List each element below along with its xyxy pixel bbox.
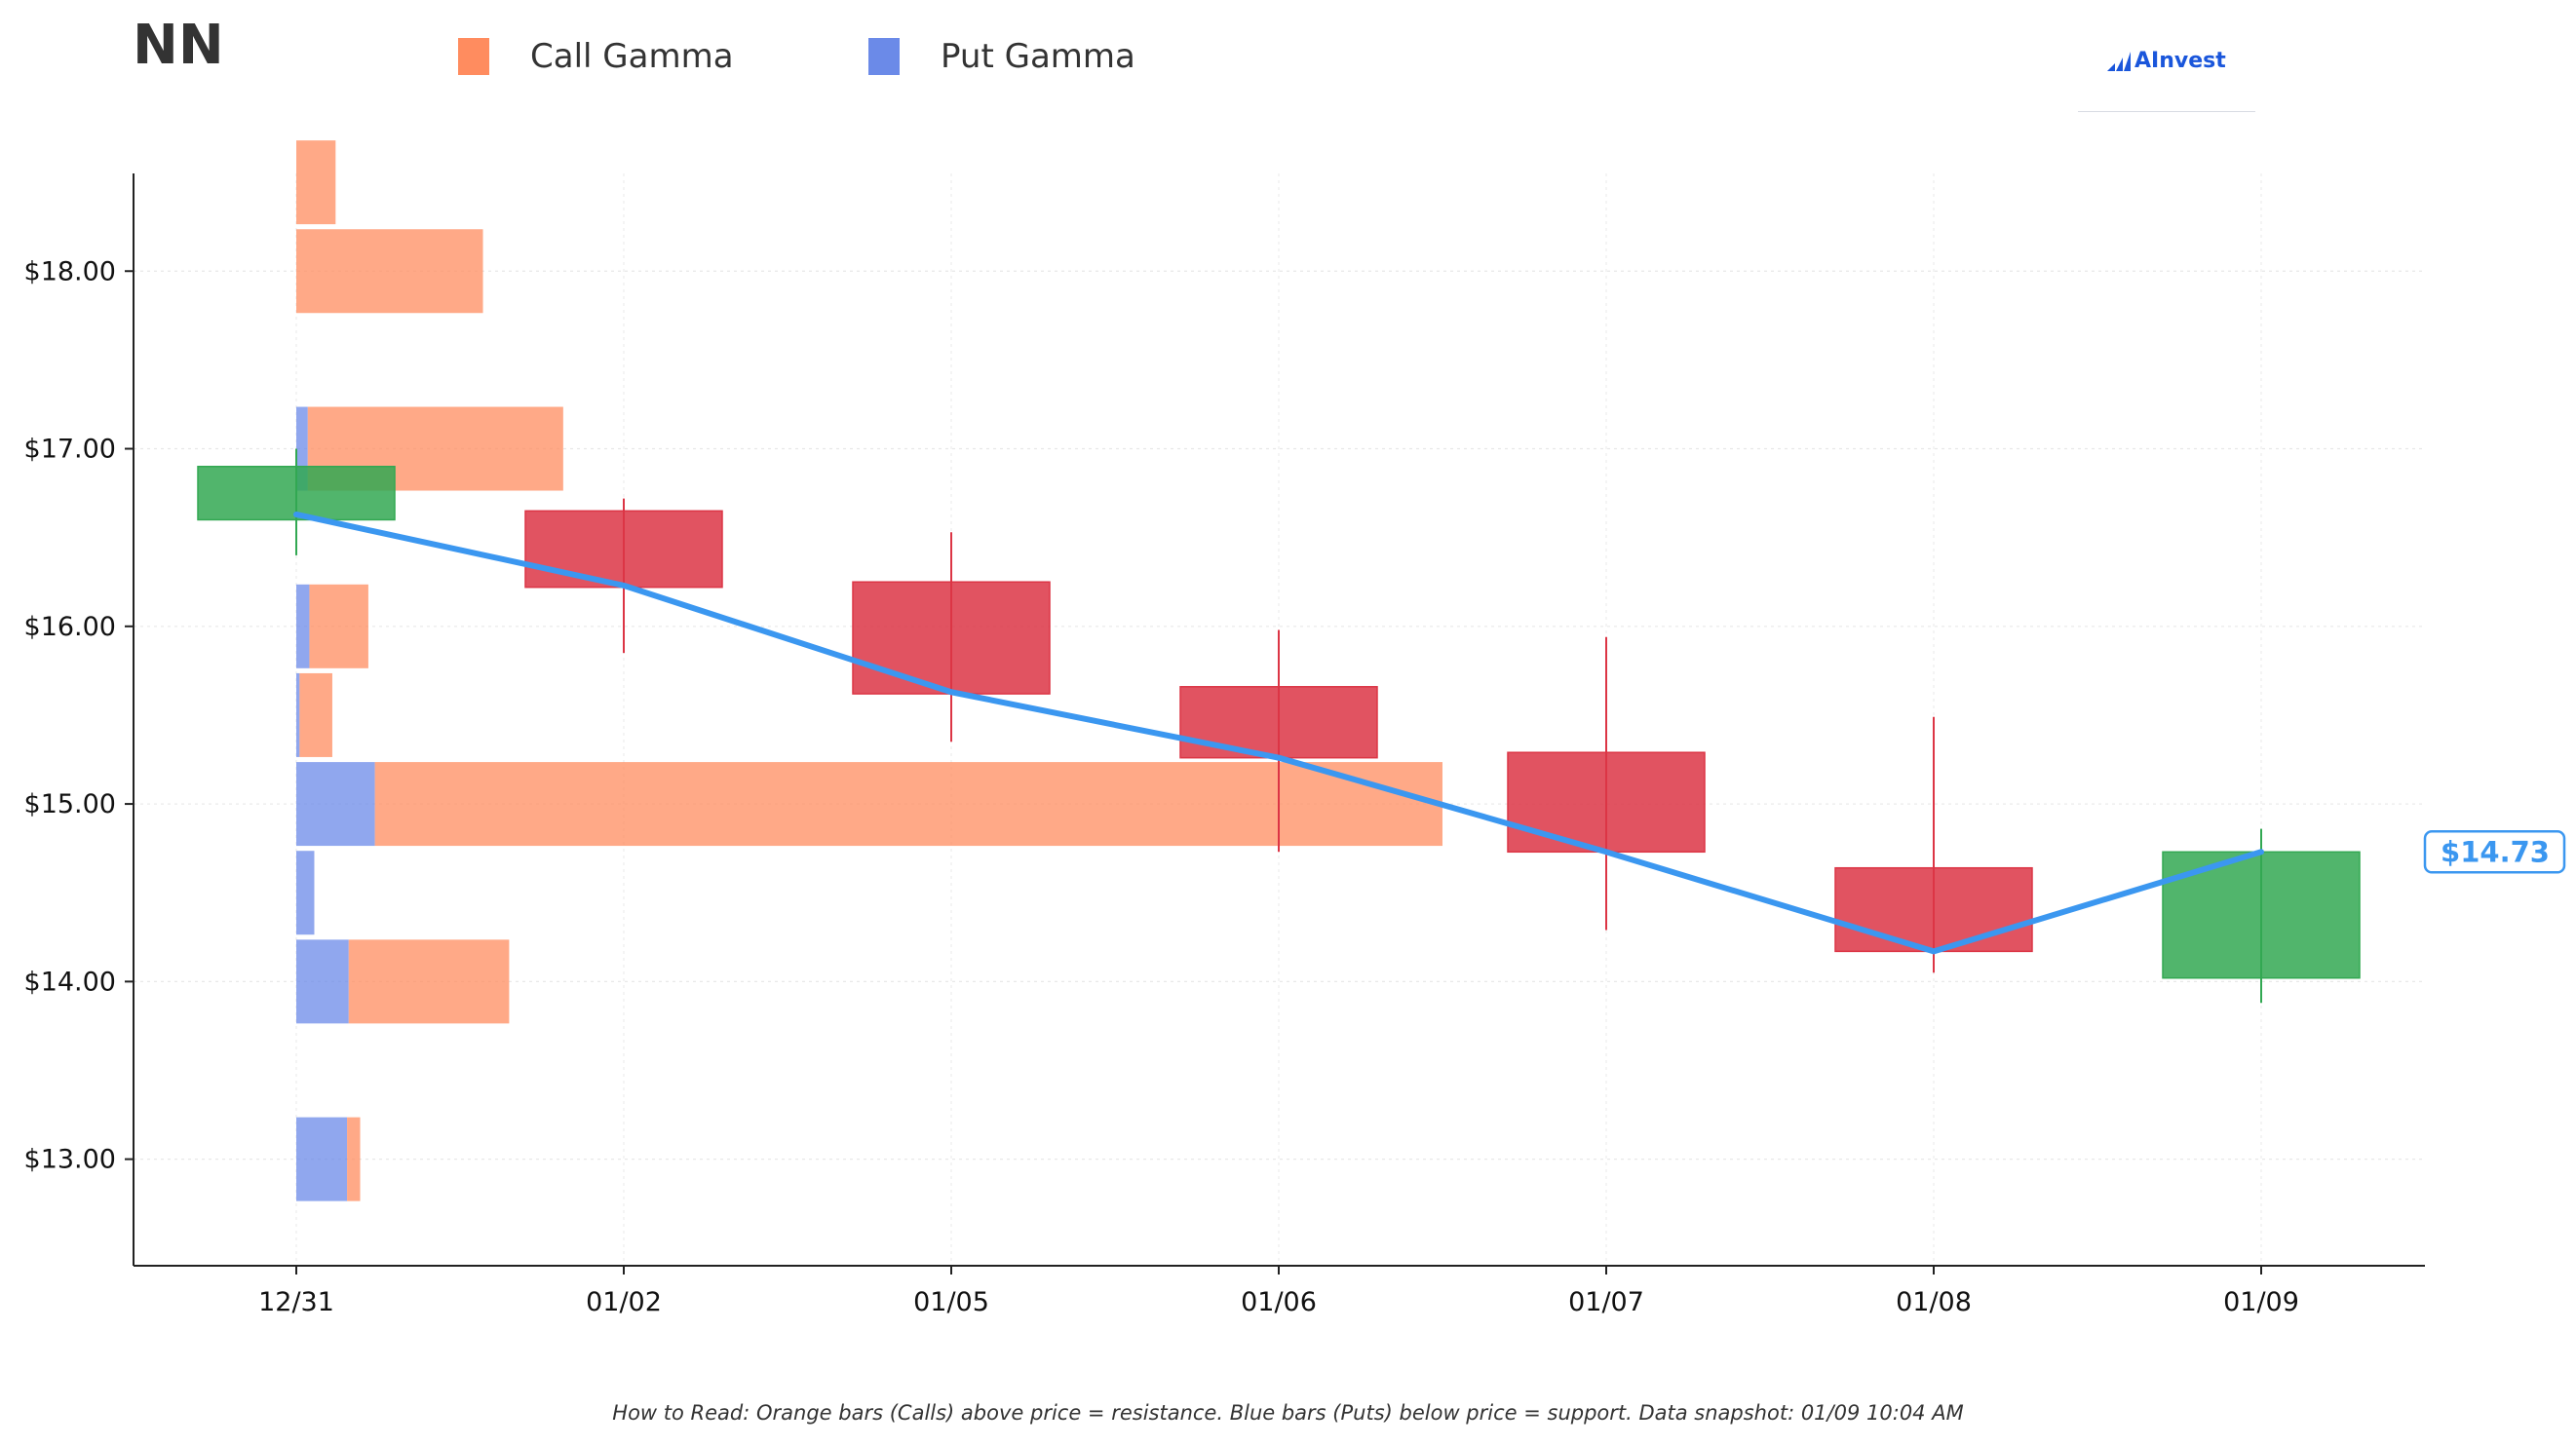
- call-gamma-bar: [296, 229, 483, 314]
- call-gamma-label: Call Gamma: [530, 37, 734, 76]
- last-price-box: [2423, 830, 2566, 874]
- x-tick-label: 01/05: [913, 1287, 989, 1317]
- put-gamma-bar: [296, 851, 315, 935]
- put-gamma-bar: [296, 406, 308, 491]
- candle-body: [852, 581, 1051, 695]
- put-gamma-bar: [296, 584, 310, 668]
- call-gamma-bar: [309, 584, 368, 668]
- close-line-layer: [293, 511, 2264, 955]
- axes-layer: $13.00 $14.00 $15.00 $16.00 $17.00 $18.00 12/3…: [24, 173, 2425, 1317]
- gamma-bars-layer: [296, 140, 1442, 1201]
- x-tick-label: 01/06: [1241, 1287, 1317, 1317]
- candle-body: [524, 510, 723, 589]
- logo-divider: [2078, 111, 2255, 112]
- legend-put: Put Gamma: [868, 37, 1135, 76]
- put-gamma-swatch: [868, 38, 900, 75]
- last-price-label: $14.73: [2441, 835, 2550, 868]
- candle-body: [1507, 751, 1706, 854]
- ticker-title: NN: [133, 14, 224, 77]
- call-gamma-bar: [296, 140, 336, 225]
- put-gamma-bar: [296, 1117, 348, 1201]
- ainvest-logo-text: AInvest: [2134, 49, 2226, 73]
- call-gamma-bar: [374, 762, 1442, 847]
- x-tick-label: 01/07: [1568, 1287, 1644, 1317]
- y-tick-label: $14.00: [24, 967, 116, 997]
- ainvest-logo: AInvest: [2105, 49, 2226, 73]
- y-tick-label: $17.00: [24, 435, 116, 465]
- call-gamma-swatch: [458, 38, 489, 75]
- put-gamma-bar: [296, 672, 300, 757]
- candle-body: [1834, 866, 2033, 953]
- put-gamma-bar: [296, 762, 375, 847]
- candle-body: [1179, 686, 1378, 759]
- y-tick-label: $16.00: [24, 612, 116, 642]
- y-tick-label: $13.00: [24, 1145, 116, 1175]
- x-tick-label: 01/02: [586, 1287, 662, 1317]
- y-tick-label: $15.00: [24, 789, 116, 819]
- x-tick-label: 12/31: [258, 1287, 334, 1317]
- footnote: How to Read: Orange bars (Calls) above p…: [612, 1401, 1964, 1425]
- ainvest-logo-icon: [2107, 51, 2131, 71]
- call-gamma-bar: [348, 939, 510, 1024]
- close-price-line: [293, 511, 2264, 955]
- call-gamma-bar: [347, 1117, 361, 1201]
- x-tick-label: 01/09: [2223, 1287, 2299, 1317]
- legend-call: Call Gamma: [458, 37, 734, 76]
- put-gamma-bar: [296, 939, 349, 1024]
- price-label-layer: $14.73: [2423, 830, 2566, 874]
- candle-body: [197, 466, 396, 521]
- call-gamma-bar: [299, 672, 332, 757]
- put-gamma-label: Put Gamma: [941, 37, 1135, 76]
- x-tick-label: 01/08: [1896, 1287, 1972, 1317]
- y-tick-label: $18.00: [24, 256, 116, 286]
